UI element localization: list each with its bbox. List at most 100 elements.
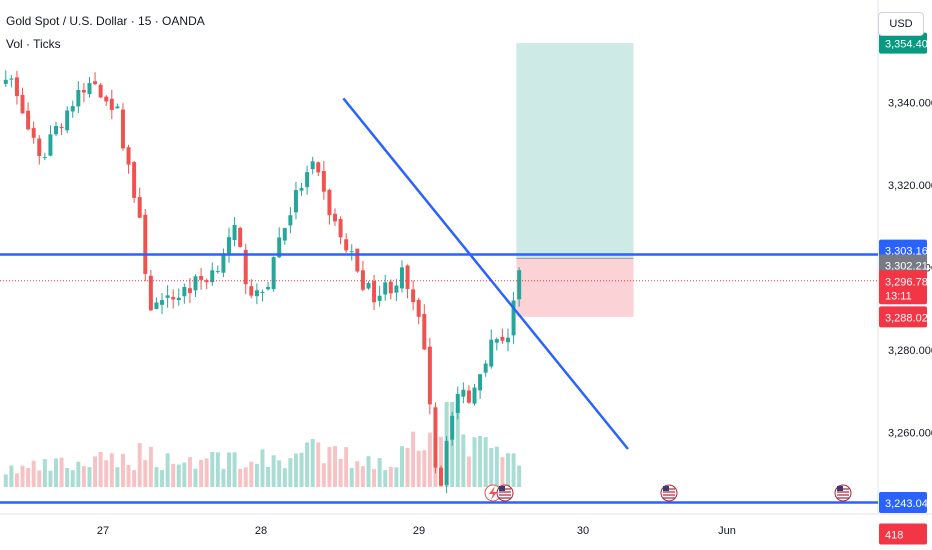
candle-body [489, 339, 494, 367]
candle-body [249, 286, 254, 296]
candle-body [500, 336, 505, 341]
candle-body [81, 89, 86, 93]
volume-bar [366, 456, 371, 487]
trendline[interactable] [342, 97, 629, 450]
lightning-icon-glyph [489, 486, 497, 500]
candle-body [9, 78, 14, 80]
volume-bar [249, 461, 254, 487]
drawing-lines[interactable] [0, 97, 878, 504]
us-flag-icon[interactable] [660, 484, 678, 502]
candle-body [405, 265, 410, 289]
us-flag-icon[interactable] [496, 484, 514, 502]
volume-bar [120, 453, 125, 487]
volume-bar [171, 463, 176, 487]
candle-body [59, 126, 64, 129]
volume-bar [405, 447, 410, 487]
volume-bar [104, 460, 109, 487]
volume-bar [399, 446, 404, 487]
time-axis[interactable]: 27 28 29 30 Jun [97, 525, 736, 537]
candle-body [176, 297, 181, 300]
currency-button[interactable]: USD [878, 12, 924, 36]
price-axis[interactable]: 3,340.0003,320.0003,300.0003,280.0003,26… [879, 32, 932, 545]
candle-body [271, 257, 276, 290]
us-flag-icon[interactable] [834, 484, 852, 502]
candle-body [383, 282, 388, 295]
price-tag[interactable]: 3,243.043 [879, 491, 932, 513]
candle-body [422, 314, 427, 350]
candle-body [160, 300, 165, 305]
take-profit-zone[interactable] [516, 43, 634, 259]
volume-bar [9, 465, 14, 487]
volume-bar [14, 473, 19, 487]
volume-bar [182, 462, 187, 487]
stop-loss-zone[interactable] [516, 258, 634, 317]
price-tag-background [879, 306, 927, 328]
candle-body [3, 79, 8, 84]
volume-bar [115, 467, 120, 487]
candle-body [377, 295, 382, 301]
candle-body [187, 288, 192, 293]
candlestick-series [3, 70, 522, 494]
candle-body [511, 300, 516, 336]
candle-body [338, 219, 343, 238]
volume-bar [238, 468, 243, 487]
price-tag[interactable]: 3,288.026 [879, 306, 932, 328]
candle-body [316, 162, 321, 173]
candle-body [506, 337, 510, 343]
volume-bar [143, 460, 148, 487]
economic-events[interactable] [484, 484, 852, 502]
volume-bar [31, 460, 36, 487]
volume-bar [372, 468, 377, 487]
volume-bar [288, 458, 293, 487]
volume-bar [500, 457, 505, 487]
volume-bar [349, 468, 354, 487]
candle-body [126, 147, 131, 165]
volume-indicator-label[interactable]: Vol · Ticks [6, 37, 61, 51]
candle-body [310, 161, 315, 170]
volume-bar [232, 452, 237, 487]
candle-body [299, 188, 304, 191]
volume-bar [416, 450, 421, 487]
volume-bar [506, 453, 510, 487]
candle-body [109, 98, 114, 110]
volume-bar [305, 442, 310, 487]
volume-bar [42, 459, 47, 487]
price-tag[interactable]: 418 [879, 523, 927, 545]
candle-body [444, 440, 449, 485]
time-tick-label: Jun [718, 525, 736, 537]
volume-bar [215, 452, 220, 487]
candle-body [199, 275, 204, 280]
price-tick-label: 3,280.000 [888, 345, 932, 357]
candle-body [48, 134, 53, 156]
volume-bar [266, 466, 271, 487]
candle-body [221, 255, 226, 273]
long-position-zones[interactable] [516, 43, 634, 317]
candle-body [360, 270, 365, 290]
candle-body [388, 281, 393, 294]
volume-bar [199, 459, 204, 487]
volume-bar [411, 431, 416, 487]
candle-body [466, 390, 471, 403]
volume-bar [489, 447, 494, 487]
price-tag[interactable]: 3,354.401 [879, 32, 932, 54]
symbol-title[interactable]: Gold Spot / U.S. Dollar · 15 · OANDA [6, 14, 205, 28]
price-tag-background [879, 491, 927, 513]
candle-body [93, 81, 98, 85]
candle-body [433, 407, 438, 468]
candle-body [455, 393, 460, 413]
candle-body [132, 162, 137, 198]
volume-bar [59, 457, 64, 487]
volume-bar [76, 461, 81, 487]
volume-bar [243, 467, 248, 487]
candle-body [87, 83, 92, 95]
price-tag[interactable]: 3,296.785 13:11 [879, 270, 932, 305]
candle-body [104, 96, 109, 102]
candle-body [76, 89, 81, 107]
volume-bars [3, 402, 522, 487]
candle-body [394, 285, 399, 293]
volume-bar [126, 464, 131, 487]
candle-body [171, 296, 176, 300]
price-tick-label: 3,340.000 [888, 98, 932, 110]
volume-bar [344, 447, 349, 487]
